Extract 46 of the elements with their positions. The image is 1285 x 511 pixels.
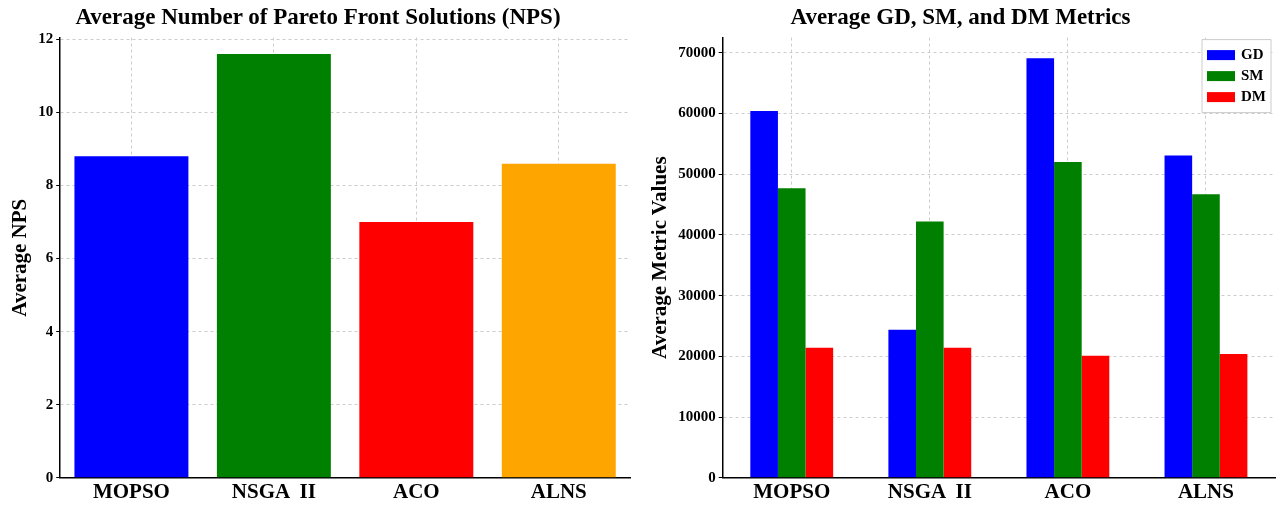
bar — [805, 347, 834, 478]
bar — [501, 163, 616, 478]
bar — [74, 156, 189, 478]
y-tick-label: 4 — [45, 322, 54, 339]
x-tick-label: ACO — [1044, 478, 1092, 503]
x-tick-label: MOPSO — [92, 478, 170, 503]
x-tick-label: NSGA II — [231, 478, 316, 503]
y-tick-label: 20000 — [678, 347, 716, 364]
bar — [777, 188, 806, 478]
y-tick-label: 10 — [38, 103, 54, 120]
y-tick-label: 70000 — [678, 43, 716, 60]
y-tick-label: 60000 — [678, 104, 716, 121]
y-tick-label: 8 — [45, 176, 54, 193]
bar — [1219, 353, 1248, 478]
y-tick-label: 0 — [708, 468, 716, 485]
legend-label: DM — [1241, 87, 1267, 104]
y-tick-label: 40000 — [678, 225, 716, 242]
bar — [1192, 194, 1220, 478]
bar — [750, 111, 778, 478]
y-tick-label: 10000 — [678, 407, 716, 424]
y-axis-title: Average NPS — [7, 198, 32, 317]
y-tick-label: 30000 — [678, 286, 716, 303]
y-tick-label: 6 — [45, 249, 54, 266]
x-tick-label: ALNS — [1177, 478, 1234, 503]
legend-label: SM — [1241, 66, 1264, 83]
chart-title: Average GD, SM, and DM Metrics — [790, 3, 1131, 29]
bar — [1164, 155, 1193, 478]
y-tick-label: 0 — [45, 468, 54, 485]
y-axis-title: Average Metric Values — [647, 156, 672, 359]
bar — [359, 222, 474, 478]
bar — [216, 54, 331, 478]
bar — [1081, 355, 1110, 478]
chart-title: Average Number of Pareto Front Solutions (NPS) — [75, 3, 561, 29]
legend-label: GD — [1241, 45, 1264, 62]
x-tick-label: MOPSO — [753, 478, 831, 503]
y-tick-label: 2 — [45, 395, 54, 412]
bar — [943, 347, 972, 478]
bar — [1054, 162, 1082, 478]
x-tick-label: ALNS — [530, 478, 587, 503]
x-tick-label: ACO — [392, 478, 440, 503]
y-tick-label: 12 — [38, 30, 54, 47]
bar — [1026, 58, 1055, 478]
bar — [888, 329, 917, 478]
bar — [916, 221, 944, 478]
y-tick-label: 50000 — [678, 165, 716, 182]
x-tick-label: NSGA II — [887, 478, 972, 503]
